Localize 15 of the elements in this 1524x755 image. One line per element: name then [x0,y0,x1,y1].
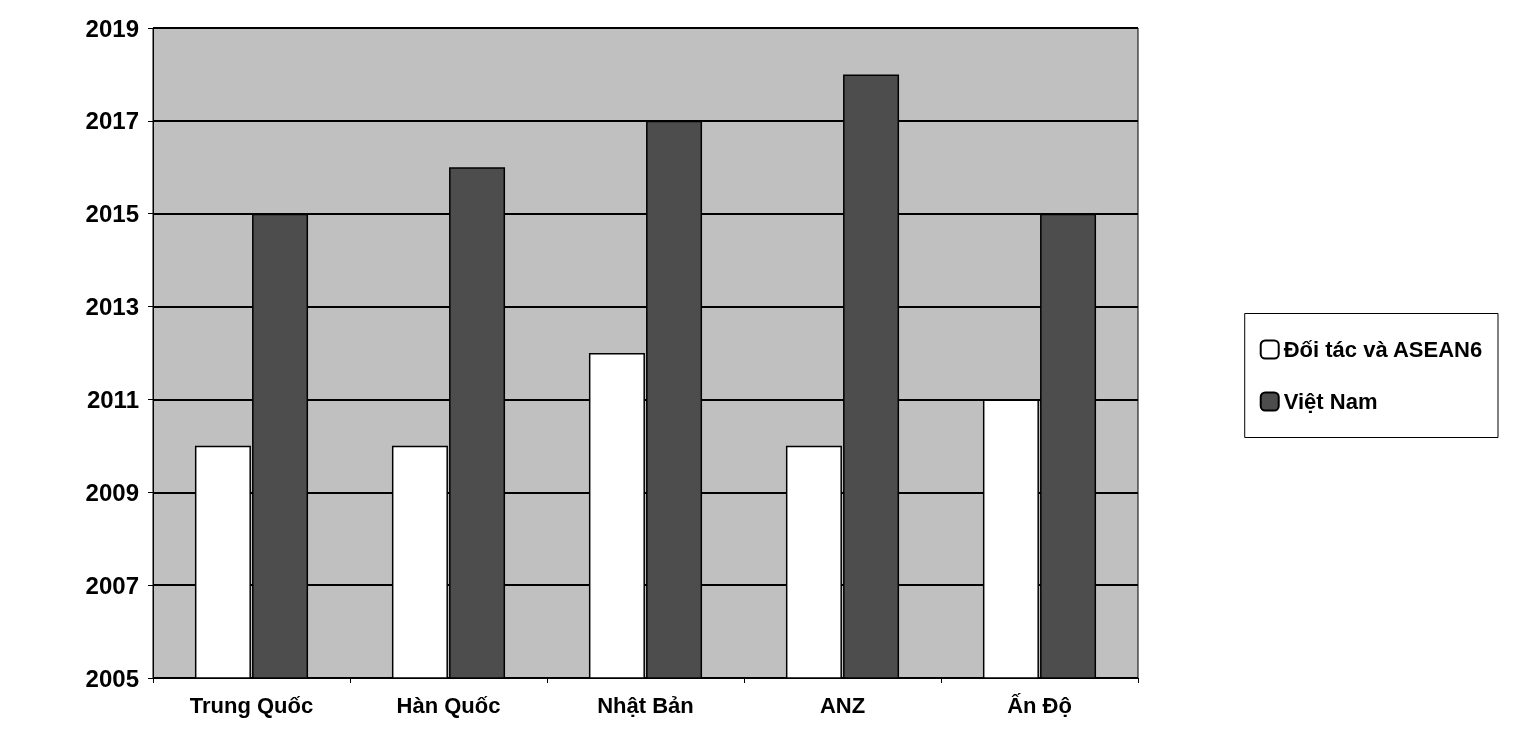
legend-label: Việt Nam [1283,389,1378,414]
y-tick-label: 2017 [85,107,139,135]
y-tick-label: 2015 [85,200,139,228]
y-tick-label: 2013 [85,293,139,321]
x-tick-label: Nhật Bản [597,692,694,718]
y-tick-label: 2005 [85,664,139,692]
y-tick-label: 2009 [85,478,139,506]
y-tick-label: 2011 [86,385,139,413]
x-tick-label: Trung Quốc [189,692,314,718]
x-tick-label: Ấn Độ [1007,692,1072,718]
legend-label: Đối tác và ASEAN6 [1283,337,1483,362]
x-tick-label: Hàn Quốc [396,692,501,718]
y-tick-label: 2019 [85,14,139,42]
x-tick-label: ANZ [819,692,866,718]
y-tick-label: 2007 [85,571,139,599]
